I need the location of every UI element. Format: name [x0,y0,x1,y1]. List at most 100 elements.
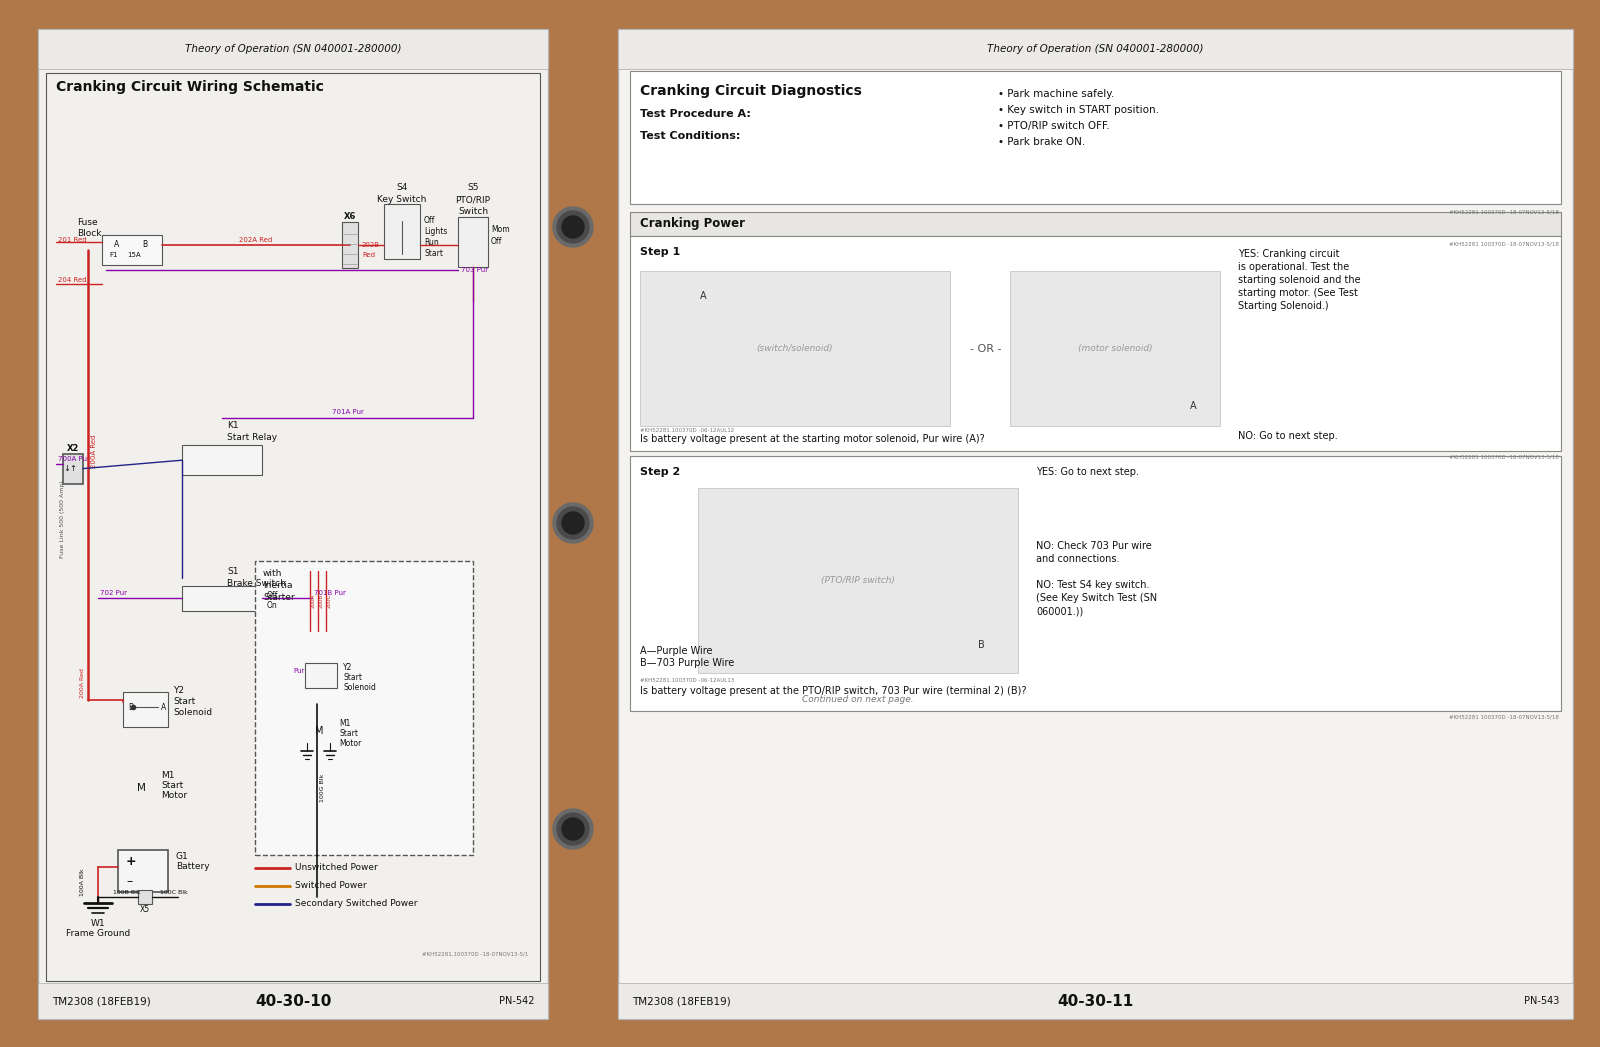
Text: YES: Cranking circuit: YES: Cranking circuit [1238,249,1339,259]
Text: Battery: Battery [176,863,210,871]
Text: S4: S4 [397,182,408,192]
Text: Brake Switch: Brake Switch [227,579,286,587]
Text: starting solenoid and the: starting solenoid and the [1238,275,1360,285]
Text: Start: Start [424,249,443,259]
Text: A: A [701,291,707,300]
Bar [182,445,262,475]
Text: B—703 Purple Wire: B—703 Purple Wire [640,658,734,668]
Text: Start: Start [173,696,195,706]
Text: Off: Off [267,591,278,600]
Text: Start Relay: Start Relay [227,432,277,442]
Text: NO: Go to next step.: NO: Go to next step. [1238,431,1338,441]
Text: 40-30-11: 40-30-11 [1058,994,1134,1008]
Text: • Park brake ON.: • Park brake ON. [998,137,1085,147]
Text: 200B: 200B [318,594,325,608]
Text: Lights: Lights [424,227,448,237]
Text: 100B Blk: 100B Blk [114,891,141,895]
Bar [640,271,950,426]
Text: Motor: Motor [162,792,187,800]
Text: Is battery voltage present at the PTO/RIP switch, 703 Pur wire (terminal 2) (B)?: Is battery voltage present at the PTO/RI… [640,686,1027,696]
Text: PN-542: PN-542 [499,996,534,1006]
Bar [384,203,421,259]
Bar [618,983,1573,1019]
Bar [630,456,1562,711]
Text: –: – [126,875,133,888]
Text: X6: X6 [344,211,357,221]
Circle shape [562,216,584,238]
Text: 060001.)): 060001.)) [1037,606,1083,616]
Text: ↓↑: ↓↑ [62,464,77,473]
Text: K1: K1 [227,421,238,429]
Text: 202B: 202B [362,242,379,248]
Text: Cranking Circuit Wiring Schematic: Cranking Circuit Wiring Schematic [56,80,323,94]
Text: 200A: 200A [310,594,317,608]
Circle shape [557,814,589,845]
Bar [618,29,1573,1019]
Text: • PTO/RIP switch OFF.: • PTO/RIP switch OFF. [998,121,1110,131]
Text: 15A: 15A [126,252,141,259]
Text: with: with [262,569,283,578]
Text: #KH52281.100370D -06-12AUL13: #KH52281.100370D -06-12AUL13 [640,678,734,684]
Text: #KH52281 100370D -18-07NOV13-5/18: #KH52281 100370D -18-07NOV13-5/18 [1450,209,1558,215]
Text: Inertia: Inertia [262,580,293,589]
Text: 201 Red: 201 Red [58,238,86,243]
Circle shape [562,818,584,840]
Text: Start: Start [162,781,184,790]
Text: Key Switch: Key Switch [378,196,427,204]
Text: PN-543: PN-543 [1523,996,1558,1006]
Text: (motor solenoid): (motor solenoid) [1078,344,1152,353]
Circle shape [554,207,594,247]
Text: S5: S5 [467,182,478,192]
Text: Fuse Link 500 (500 Amp): Fuse Link 500 (500 Amp) [61,481,66,558]
Text: 204 Red: 204 Red [58,276,86,283]
Text: 700A Pur: 700A Pur [58,455,90,462]
Text: (See Key Switch Test (SN: (See Key Switch Test (SN [1037,593,1157,603]
Text: +: + [126,855,136,868]
Text: Switched Power: Switched Power [294,882,366,890]
Bar [62,453,83,484]
Bar [118,850,168,892]
Text: M: M [315,726,323,736]
Bar [182,586,262,611]
Text: S1: S1 [227,566,238,576]
Text: Theory of Operation (SN 040001-280000): Theory of Operation (SN 040001-280000) [184,44,402,54]
Text: 703 Pur: 703 Pur [461,267,488,273]
Text: B: B [128,703,133,712]
Text: Is battery voltage present at the starting motor solenoid, Pur wire (A)?: Is battery voltage present at the starti… [640,435,984,444]
Text: M1: M1 [162,772,174,780]
Text: G1: G1 [176,852,189,862]
Text: Solenoid: Solenoid [342,684,376,692]
Text: YES: Go to next step.: YES: Go to next step. [1037,467,1139,477]
Text: M1: M1 [339,718,350,728]
Text: Continued on next page.: Continued on next page. [802,694,914,704]
Text: 701B Pur: 701B Pur [314,591,346,596]
Text: 100G Blk: 100G Blk [320,774,325,802]
Text: Switch: Switch [458,207,488,216]
Bar [46,73,541,981]
Text: (switch/solenoid): (switch/solenoid) [757,344,834,353]
Text: Step 2: Step 2 [640,467,680,477]
Bar [618,29,1573,69]
Text: A—Purple Wire: A—Purple Wire [640,646,712,656]
Bar [38,29,547,69]
Text: #KH52281 100370D -18-07NOV13-5/18: #KH52281 100370D -18-07NOV13-5/18 [1450,454,1558,460]
Text: Cranking Circuit Diagnostics: Cranking Circuit Diagnostics [640,84,862,98]
Bar [630,71,1562,204]
Text: 200A Red: 200A Red [91,436,98,468]
Text: Frame Ground: Frame Ground [66,929,130,937]
Text: X2: X2 [67,444,78,453]
Text: - OR -: - OR - [970,343,1002,354]
Text: M: M [136,783,146,793]
Text: Start: Start [339,729,358,737]
Text: Y2: Y2 [173,686,184,695]
Text: X5: X5 [139,905,150,913]
Circle shape [557,507,589,539]
Text: starting motor. (See Test: starting motor. (See Test [1238,288,1358,298]
Text: 40-30-10: 40-30-10 [254,994,331,1008]
Bar [630,236,1562,451]
Text: 200A Red: 200A Red [80,668,85,697]
Bar [254,561,474,855]
Text: TM2308 (18FEB19): TM2308 (18FEB19) [51,996,150,1006]
Text: Motor: Motor [339,738,362,748]
Text: #KH52281.100370D -06-12AUL12: #KH52281.100370D -06-12AUL12 [640,428,734,433]
